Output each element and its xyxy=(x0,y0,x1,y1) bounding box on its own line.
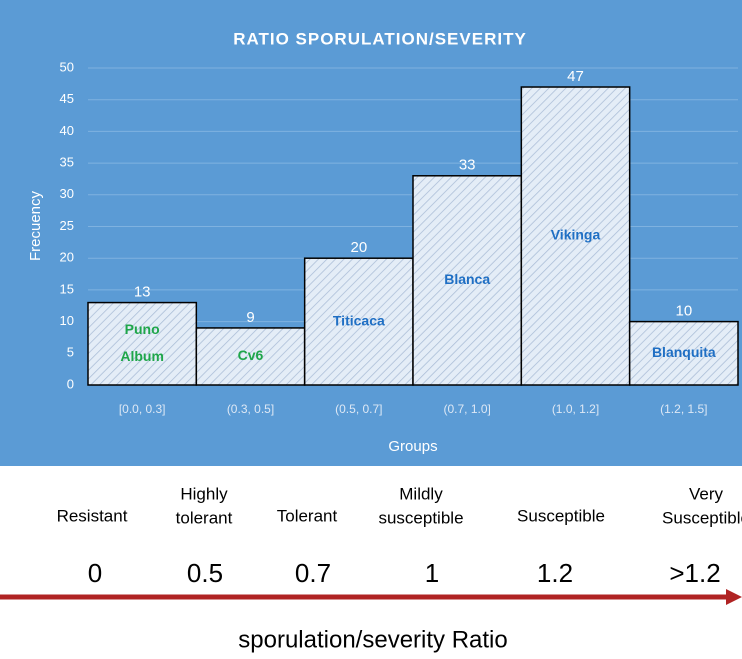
x-axis-label: Groups xyxy=(388,438,437,455)
data-label: 10 xyxy=(675,303,692,320)
scale-class: Very xyxy=(689,484,724,503)
data-label: 33 xyxy=(459,157,476,174)
bar xyxy=(195,327,306,386)
bar xyxy=(412,175,523,386)
data-label: 13 xyxy=(134,284,151,301)
scale-class: Tolerant xyxy=(277,506,338,525)
x-tick-label: (0.5, 0.7] xyxy=(335,402,382,416)
x-tick-label: [0.0, 0.3] xyxy=(119,402,166,416)
chart-background xyxy=(0,0,742,466)
y-tick-label: 50 xyxy=(60,59,74,74)
x-tick-label: (0.7, 1.0] xyxy=(443,402,490,416)
scale-mark: 0.7 xyxy=(295,558,331,588)
y-tick-label: 30 xyxy=(60,186,74,201)
data-label: 47 xyxy=(567,68,584,85)
scale-caption: sporulation/severity Ratio xyxy=(238,626,507,653)
y-axis-label: Frecuency xyxy=(27,190,44,261)
scale-mark: 1 xyxy=(425,558,439,588)
x-tick-label: (0.3, 0.5] xyxy=(227,402,274,416)
data-label: 20 xyxy=(350,239,367,256)
y-tick-label: 35 xyxy=(60,155,74,170)
scale-arrow-head xyxy=(726,589,742,605)
scale-mark: 0.5 xyxy=(187,558,223,588)
bar xyxy=(303,257,414,386)
chart-title: RATIO SPORULATION/SEVERITY xyxy=(233,29,527,48)
scale-class: susceptible xyxy=(378,508,463,527)
bar-label: Blanquita xyxy=(652,344,716,360)
bar xyxy=(520,86,631,386)
data-label: 9 xyxy=(246,309,254,326)
scale-class: Mildly xyxy=(399,484,443,503)
bar-label: Blanca xyxy=(444,271,490,287)
y-tick-label: 25 xyxy=(60,218,74,233)
scale-class: Susceptible xyxy=(517,506,605,525)
bar-label: Vikinga xyxy=(551,227,601,243)
scale-class: Highly xyxy=(180,484,228,503)
scale-mark: 1.2 xyxy=(537,558,573,588)
scale-class: tolerant xyxy=(176,508,233,527)
bar-label: Titicaca xyxy=(333,312,385,328)
scale-class: Resistant xyxy=(57,506,128,525)
bar xyxy=(628,320,739,386)
y-tick-label: 10 xyxy=(60,313,74,328)
y-tick-label: 5 xyxy=(67,345,74,360)
scale-mark: 0 xyxy=(88,558,102,588)
y-tick-label: 45 xyxy=(60,91,74,106)
bar-label: Cv6 xyxy=(238,347,264,363)
scale-class: Susceptible xyxy=(662,508,742,527)
x-tick-label: (1.2, 1.5] xyxy=(660,402,707,416)
bar-label: Puno xyxy=(125,321,160,337)
x-tick-label: (1.0, 1.2] xyxy=(552,402,599,416)
scale-mark: >1.2 xyxy=(669,558,720,588)
y-tick-label: 20 xyxy=(60,250,74,265)
y-tick-label: 0 xyxy=(67,376,74,391)
y-tick-label: 40 xyxy=(60,123,74,138)
y-tick-label: 15 xyxy=(60,281,74,296)
bar-label: Album xyxy=(120,348,164,364)
bar xyxy=(87,301,198,386)
